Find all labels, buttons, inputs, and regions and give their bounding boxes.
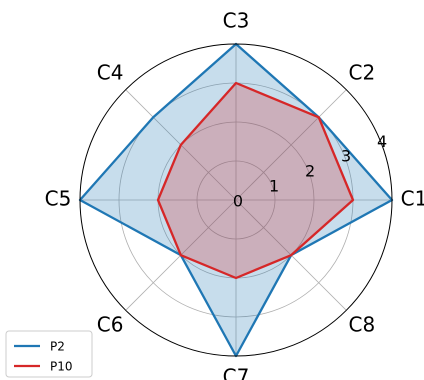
series-area-P10: [158, 83, 353, 278]
category-labels: C1 C2 C3 C4 C5 C6 C7 C8: [45, 9, 424, 380]
category-label-C8: C8: [349, 312, 376, 336]
series-layer: [78, 42, 394, 358]
legend-box: [5, 330, 93, 378]
radial-tick-label: 0: [233, 192, 243, 211]
radial-tick-label: 2: [305, 162, 315, 181]
outer-frame-circle: [79, 43, 393, 357]
category-label-C3: C3: [223, 9, 250, 33]
grid-spoke: [235, 89, 347, 201]
radial-tick-labels: 0 1 2 3 4: [233, 132, 387, 211]
category-label-C5: C5: [45, 187, 72, 211]
legend-label-P10: P10: [50, 360, 73, 374]
category-label-C7: C7: [223, 365, 250, 380]
legend-label-P2: P2: [50, 340, 65, 354]
radial-tick-label: 1: [269, 177, 279, 196]
series-area-P2: [80, 44, 392, 356]
category-label-C1: C1: [401, 187, 424, 211]
category-label-C2: C2: [349, 61, 376, 85]
radial-tick-label: 3: [341, 147, 351, 166]
category-label-C6: C6: [97, 312, 124, 336]
category-label-C4: C4: [97, 61, 124, 85]
radial-tick-label: 4: [377, 132, 387, 151]
